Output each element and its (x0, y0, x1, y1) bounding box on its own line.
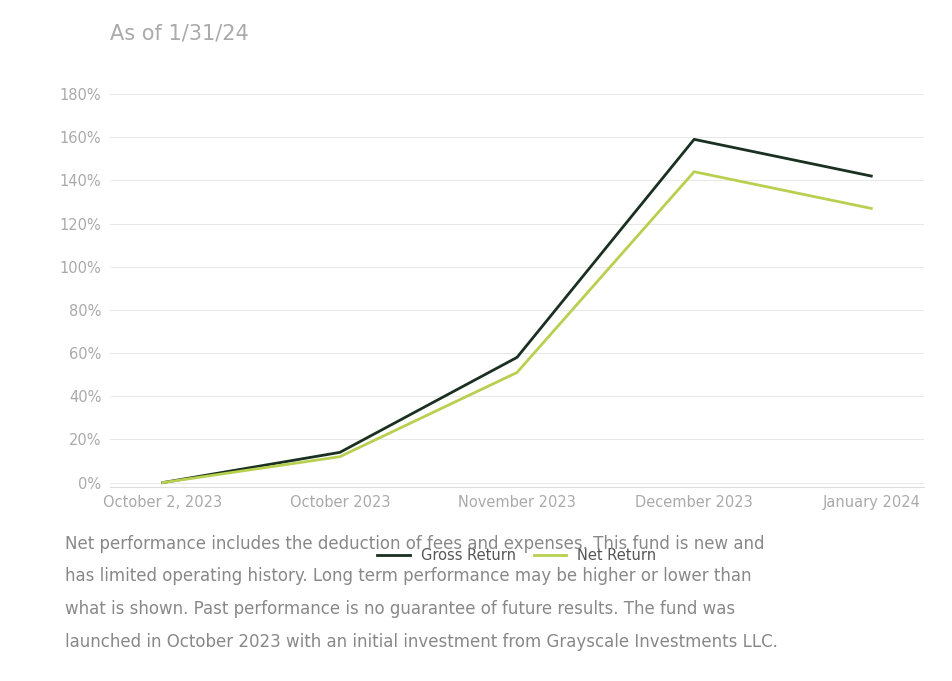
Text: Net performance includes the deduction of fees and expenses. This fund is new an: Net performance includes the deduction o… (65, 535, 764, 552)
Text: launched in October 2023 with an initial investment from Grayscale Investments L: launched in October 2023 with an initial… (65, 633, 777, 650)
Text: what is shown. Past performance is no guarantee of future results. The fund was: what is shown. Past performance is no gu… (65, 600, 734, 618)
Text: has limited operating history. Long term performance may be higher or lower than: has limited operating history. Long term… (65, 567, 750, 585)
Legend: Gross Return, Net Return: Gross Return, Net Return (371, 542, 662, 569)
Text: As of 1/31/24: As of 1/31/24 (109, 24, 248, 44)
